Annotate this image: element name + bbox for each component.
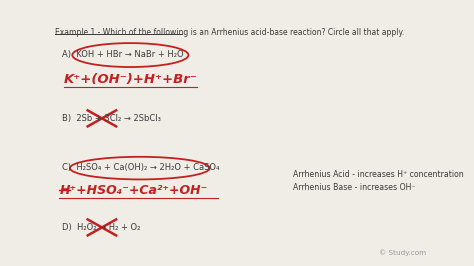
Text: © Study.com: © Study.com (379, 249, 426, 256)
Text: Arrhenius Acid - increases H⁺ concentration: Arrhenius Acid - increases H⁺ concentrat… (293, 170, 464, 179)
Text: A)  KOH + HBr → NaBr + H₂O: A) KOH + HBr → NaBr + H₂O (62, 50, 183, 59)
Text: Arrhenius Base - increases OH⁻: Arrhenius Base - increases OH⁻ (293, 183, 415, 192)
Text: B)  2Sb + 3Cl₂ → 2SbCl₃: B) 2Sb + 3Cl₂ → 2SbCl₃ (62, 114, 161, 123)
Text: H⁺+HSO₄⁻+Ca²⁺+OH⁻: H⁺+HSO₄⁻+Ca²⁺+OH⁻ (59, 184, 208, 197)
Text: D)  H₂O₂ → H₂ + O₂: D) H₂O₂ → H₂ + O₂ (62, 223, 140, 232)
Text: Example 1 - Which of the following is an Arrhenius acid-base reaction? Circle al: Example 1 - Which of the following is an… (55, 28, 404, 37)
Text: K⁺+(OH⁻)+H⁺+Br⁻: K⁺+(OH⁻)+H⁺+Br⁻ (64, 73, 198, 86)
Text: C)  H₂SO₄ + Ca(OH)₂ → 2H₂O + CaSO₄: C) H₂SO₄ + Ca(OH)₂ → 2H₂O + CaSO₄ (62, 163, 219, 172)
